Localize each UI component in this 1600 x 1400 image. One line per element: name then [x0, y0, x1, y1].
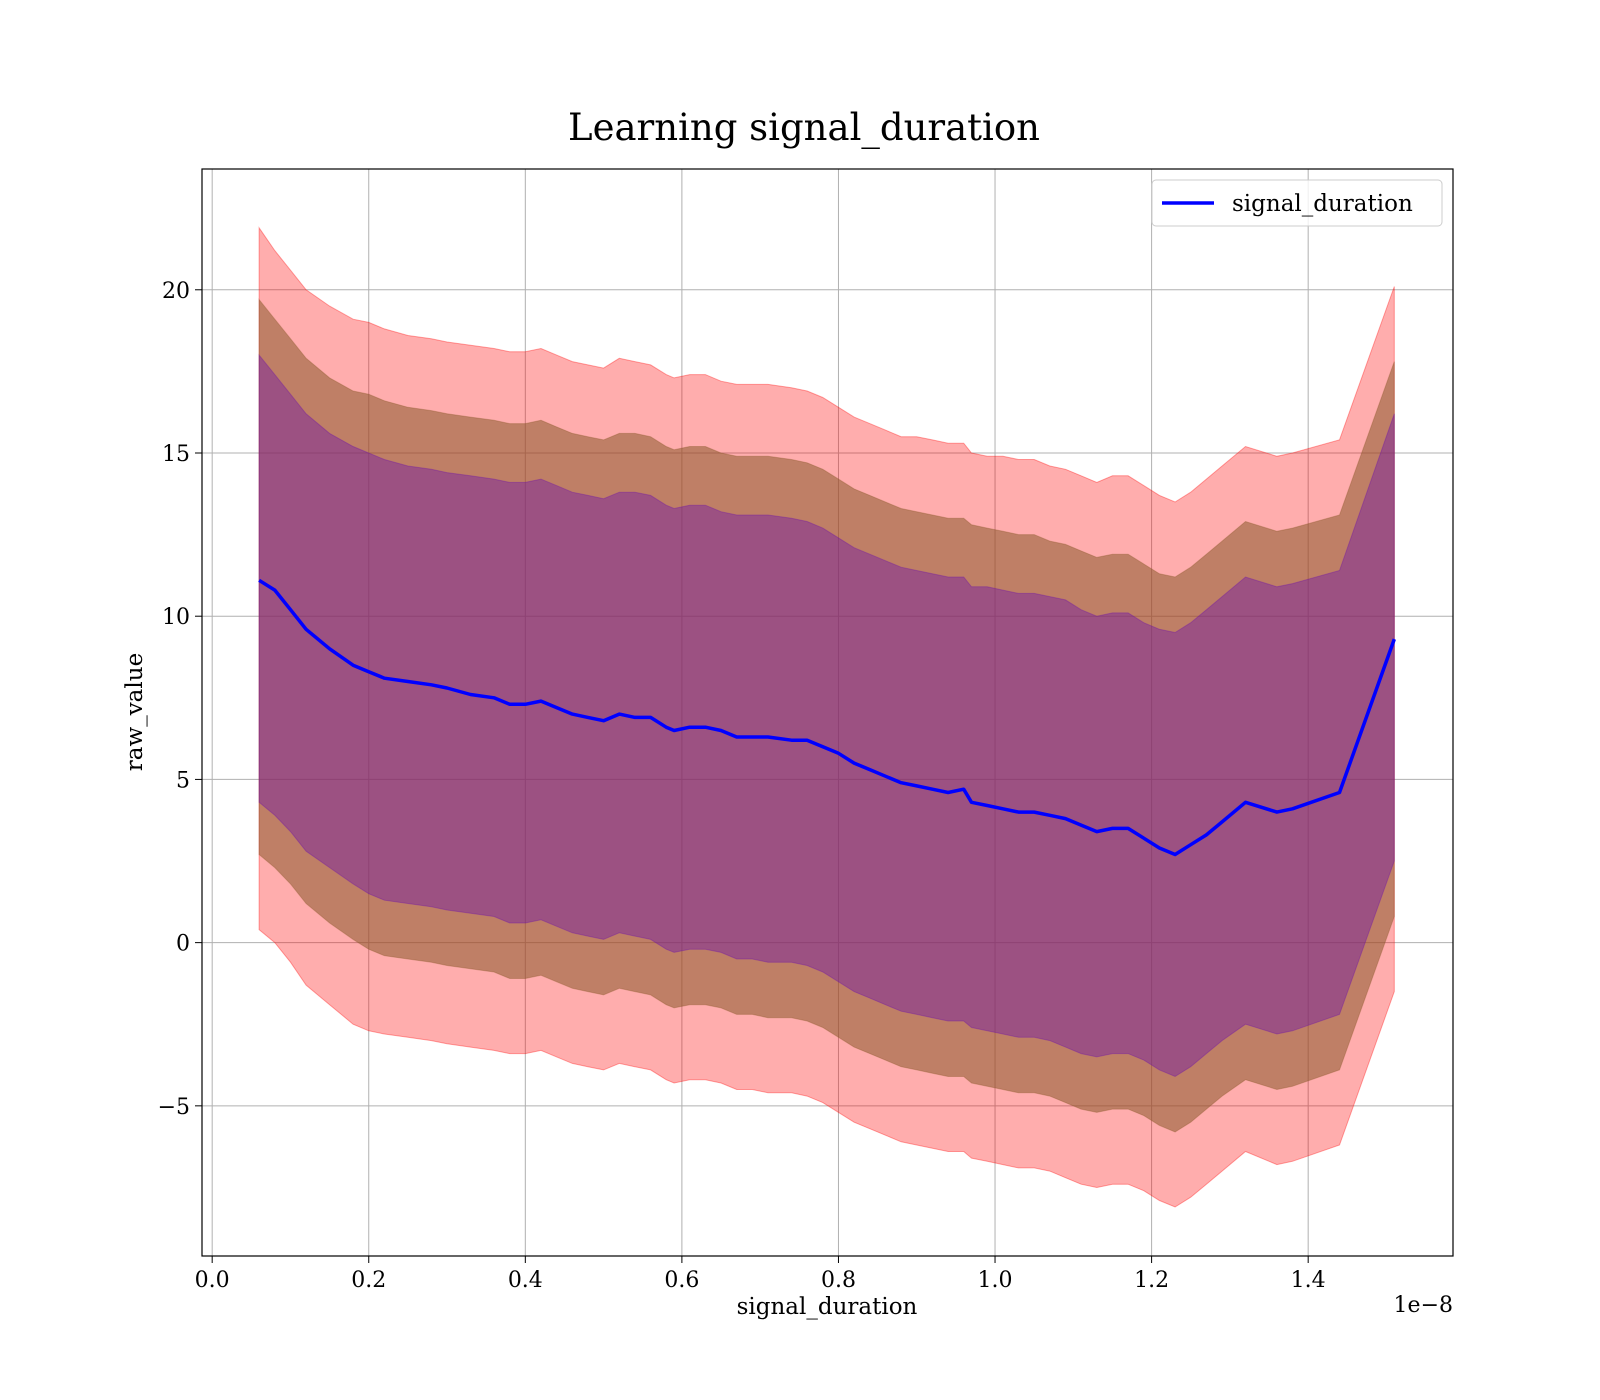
x-axis-label: signal_duration: [737, 1294, 918, 1320]
plot-frame: [201, 168, 1454, 1257]
x-tick-label: 0.0: [195, 1268, 230, 1293]
x-tick-label: 0.6: [664, 1268, 699, 1293]
chart-title: Learning signal_duration: [568, 106, 1040, 150]
series-lines: [258, 578, 1396, 857]
series-line-signal-duration: [258, 578, 1396, 857]
legend-label: signal_duration: [1232, 191, 1413, 217]
x-tick-label: 0.4: [508, 1268, 543, 1293]
x-tick-label: 0.2: [351, 1268, 386, 1293]
x-tick-label: 1.2: [1134, 1268, 1169, 1293]
y-axis-ticks: −5 0 5 10 15 20: [158, 279, 202, 1120]
x-axis-ticks: 0.0 0.2 0.4 0.6 0.8 1.0 1.2 1.4: [195, 1256, 1326, 1293]
legend: signal_duration: [1151, 179, 1443, 227]
x-tick-label: 1.4: [1291, 1268, 1326, 1293]
band-middle: [258, 298, 1395, 1133]
band-inner: [258, 353, 1395, 1078]
y-tick-label: 10: [162, 605, 190, 630]
y-tick-label: −5: [158, 1095, 190, 1120]
y-tick-label: 0: [176, 932, 190, 957]
y-tick-label: 15: [162, 442, 190, 467]
y-tick-label: 20: [162, 279, 190, 304]
x-tick-label: 1.0: [978, 1268, 1013, 1293]
confidence-bands: [258, 226, 1395, 1208]
x-tick-label: 0.8: [821, 1268, 856, 1293]
y-tick-label: 5: [176, 768, 190, 793]
legend-box: [1151, 179, 1443, 227]
x-axis-offset-label: 1e−8: [1394, 1293, 1453, 1318]
y-axis-label: raw_value: [122, 653, 148, 771]
